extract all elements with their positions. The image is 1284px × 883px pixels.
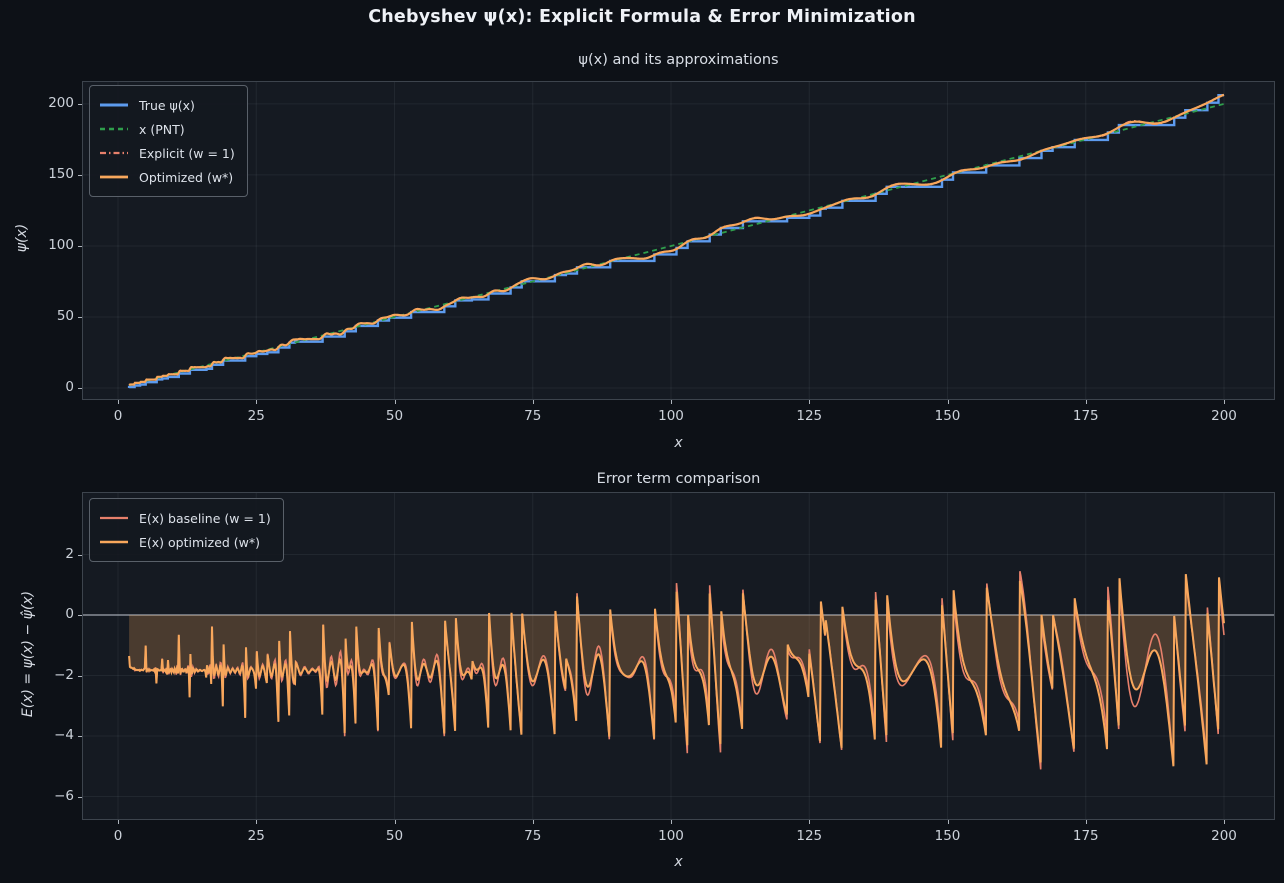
legend-swatch-error-optimized-icon <box>99 536 129 548</box>
x-tick-mark <box>394 820 396 824</box>
legend-label: Explicit (w = 1) <box>139 145 235 161</box>
x-tick-label: 200 <box>1211 408 1237 424</box>
x-tick-label: 175 <box>1072 828 1099 844</box>
x-tick-label: 50 <box>385 408 404 424</box>
x-tick-mark <box>809 400 811 404</box>
y-tick-label: 50 <box>56 307 74 324</box>
x-tick-label: 150 <box>934 408 961 424</box>
x-tick-mark <box>1224 400 1225 404</box>
error-fill-area <box>129 574 1225 767</box>
axes-spine <box>82 492 1275 820</box>
y-tick-mark <box>78 245 82 247</box>
top-plot-legend: True ψ(x) x (PNT) Explicit (w = 1) Optim… <box>89 85 248 197</box>
y-tick-label: −2 <box>54 666 74 683</box>
y-tick-label: 0 <box>65 379 74 395</box>
x-tick-mark <box>1085 400 1087 404</box>
x-tick-mark <box>947 400 949 404</box>
top-plot-title: ψ(x) and its approximations <box>578 52 779 68</box>
y-tick-mark <box>78 103 82 105</box>
series-explicit-optimized <box>128 93 1225 387</box>
x-tick-label: 25 <box>247 408 265 424</box>
y-tick-label: 150 <box>48 165 74 182</box>
x-tick-mark <box>118 400 119 404</box>
y-tick-mark <box>78 388 82 389</box>
x-tick-label: 0 <box>113 408 123 424</box>
y-tick-mark <box>78 736 82 737</box>
x-tick-label: 100 <box>658 408 684 424</box>
x-tick-mark <box>118 820 119 824</box>
x-tick-label: 150 <box>934 828 961 844</box>
x-tick-label: 100 <box>658 828 684 844</box>
x-tick-mark <box>809 820 811 824</box>
x-tick-mark <box>532 400 534 404</box>
y-tick-label: −4 <box>54 727 74 743</box>
legend-swatch-pnt-icon <box>99 123 129 135</box>
legend-label: E(x) baseline (w = 1) <box>139 510 271 526</box>
y-tick-label: 200 <box>48 94 74 111</box>
top-plot-canvas <box>82 81 1275 400</box>
x-tick-mark <box>947 820 949 824</box>
y-tick-label: −6 <box>54 787 74 804</box>
x-tick-mark <box>1085 820 1087 824</box>
x-tick-label: 125 <box>796 408 823 424</box>
x-tick-label: 75 <box>524 828 542 844</box>
y-tick-mark <box>78 615 82 616</box>
x-tick-label: 175 <box>1072 408 1099 424</box>
x-tick-mark <box>256 400 258 404</box>
y-tick-mark <box>78 174 82 176</box>
axes-spine <box>82 81 1275 400</box>
legend-swatch-error-baseline-icon <box>99 512 129 524</box>
x-tick-label: 200 <box>1211 828 1237 844</box>
legend-label: True ψ(x) <box>139 97 195 113</box>
x-tick-label: 50 <box>385 828 404 844</box>
x-tick-mark <box>671 400 672 404</box>
bottom-plot-legend: E(x) baseline (w = 1) E(x) optimized (w*… <box>89 498 284 562</box>
legend-label: Optimized (w*) <box>139 169 234 185</box>
y-tick-mark <box>78 796 82 798</box>
legend-item: x (PNT) <box>99 117 235 141</box>
y-tick-mark <box>78 554 82 556</box>
x-tick-label: 25 <box>247 828 265 844</box>
y-tick-mark <box>78 675 82 677</box>
legend-item: True ψ(x) <box>99 93 235 117</box>
x-tick-label: 75 <box>524 408 542 424</box>
bottom-plot-title: Error term comparison <box>596 471 761 487</box>
y-tick-label: 0 <box>65 606 74 622</box>
y-tick-label: 100 <box>48 236 74 253</box>
legend-item: E(x) baseline (w = 1) <box>99 506 271 530</box>
series-true-psi <box>127 94 1224 389</box>
legend-swatch-explicit-icon <box>99 147 129 159</box>
x-tick-label: 0 <box>113 828 123 844</box>
figure-title: Chebyshev ψ(x): Explicit Formula & Error… <box>368 7 916 27</box>
legend-label: E(x) optimized (w*) <box>139 534 261 550</box>
bottom-plot-xlabel: x <box>674 854 683 870</box>
top-plot-xlabel: x <box>674 435 683 451</box>
y-tick-label: 2 <box>65 545 74 562</box>
legend-item: E(x) optimized (w*) <box>99 530 271 554</box>
y-tick-mark <box>78 316 82 318</box>
x-tick-mark <box>532 820 534 824</box>
legend-item: Explicit (w = 1) <box>99 141 235 165</box>
legend-label: x (PNT) <box>139 121 185 137</box>
legend-swatch-true-psi-icon <box>99 99 129 111</box>
series-error-optimized <box>128 573 1225 767</box>
legend-swatch-optimized-icon <box>99 171 129 183</box>
x-tick-mark <box>1224 820 1225 824</box>
x-tick-label: 125 <box>796 828 823 844</box>
x-tick-mark <box>671 820 672 824</box>
x-tick-mark <box>256 820 258 824</box>
legend-item: Optimized (w*) <box>99 165 235 189</box>
x-tick-mark <box>394 400 396 404</box>
